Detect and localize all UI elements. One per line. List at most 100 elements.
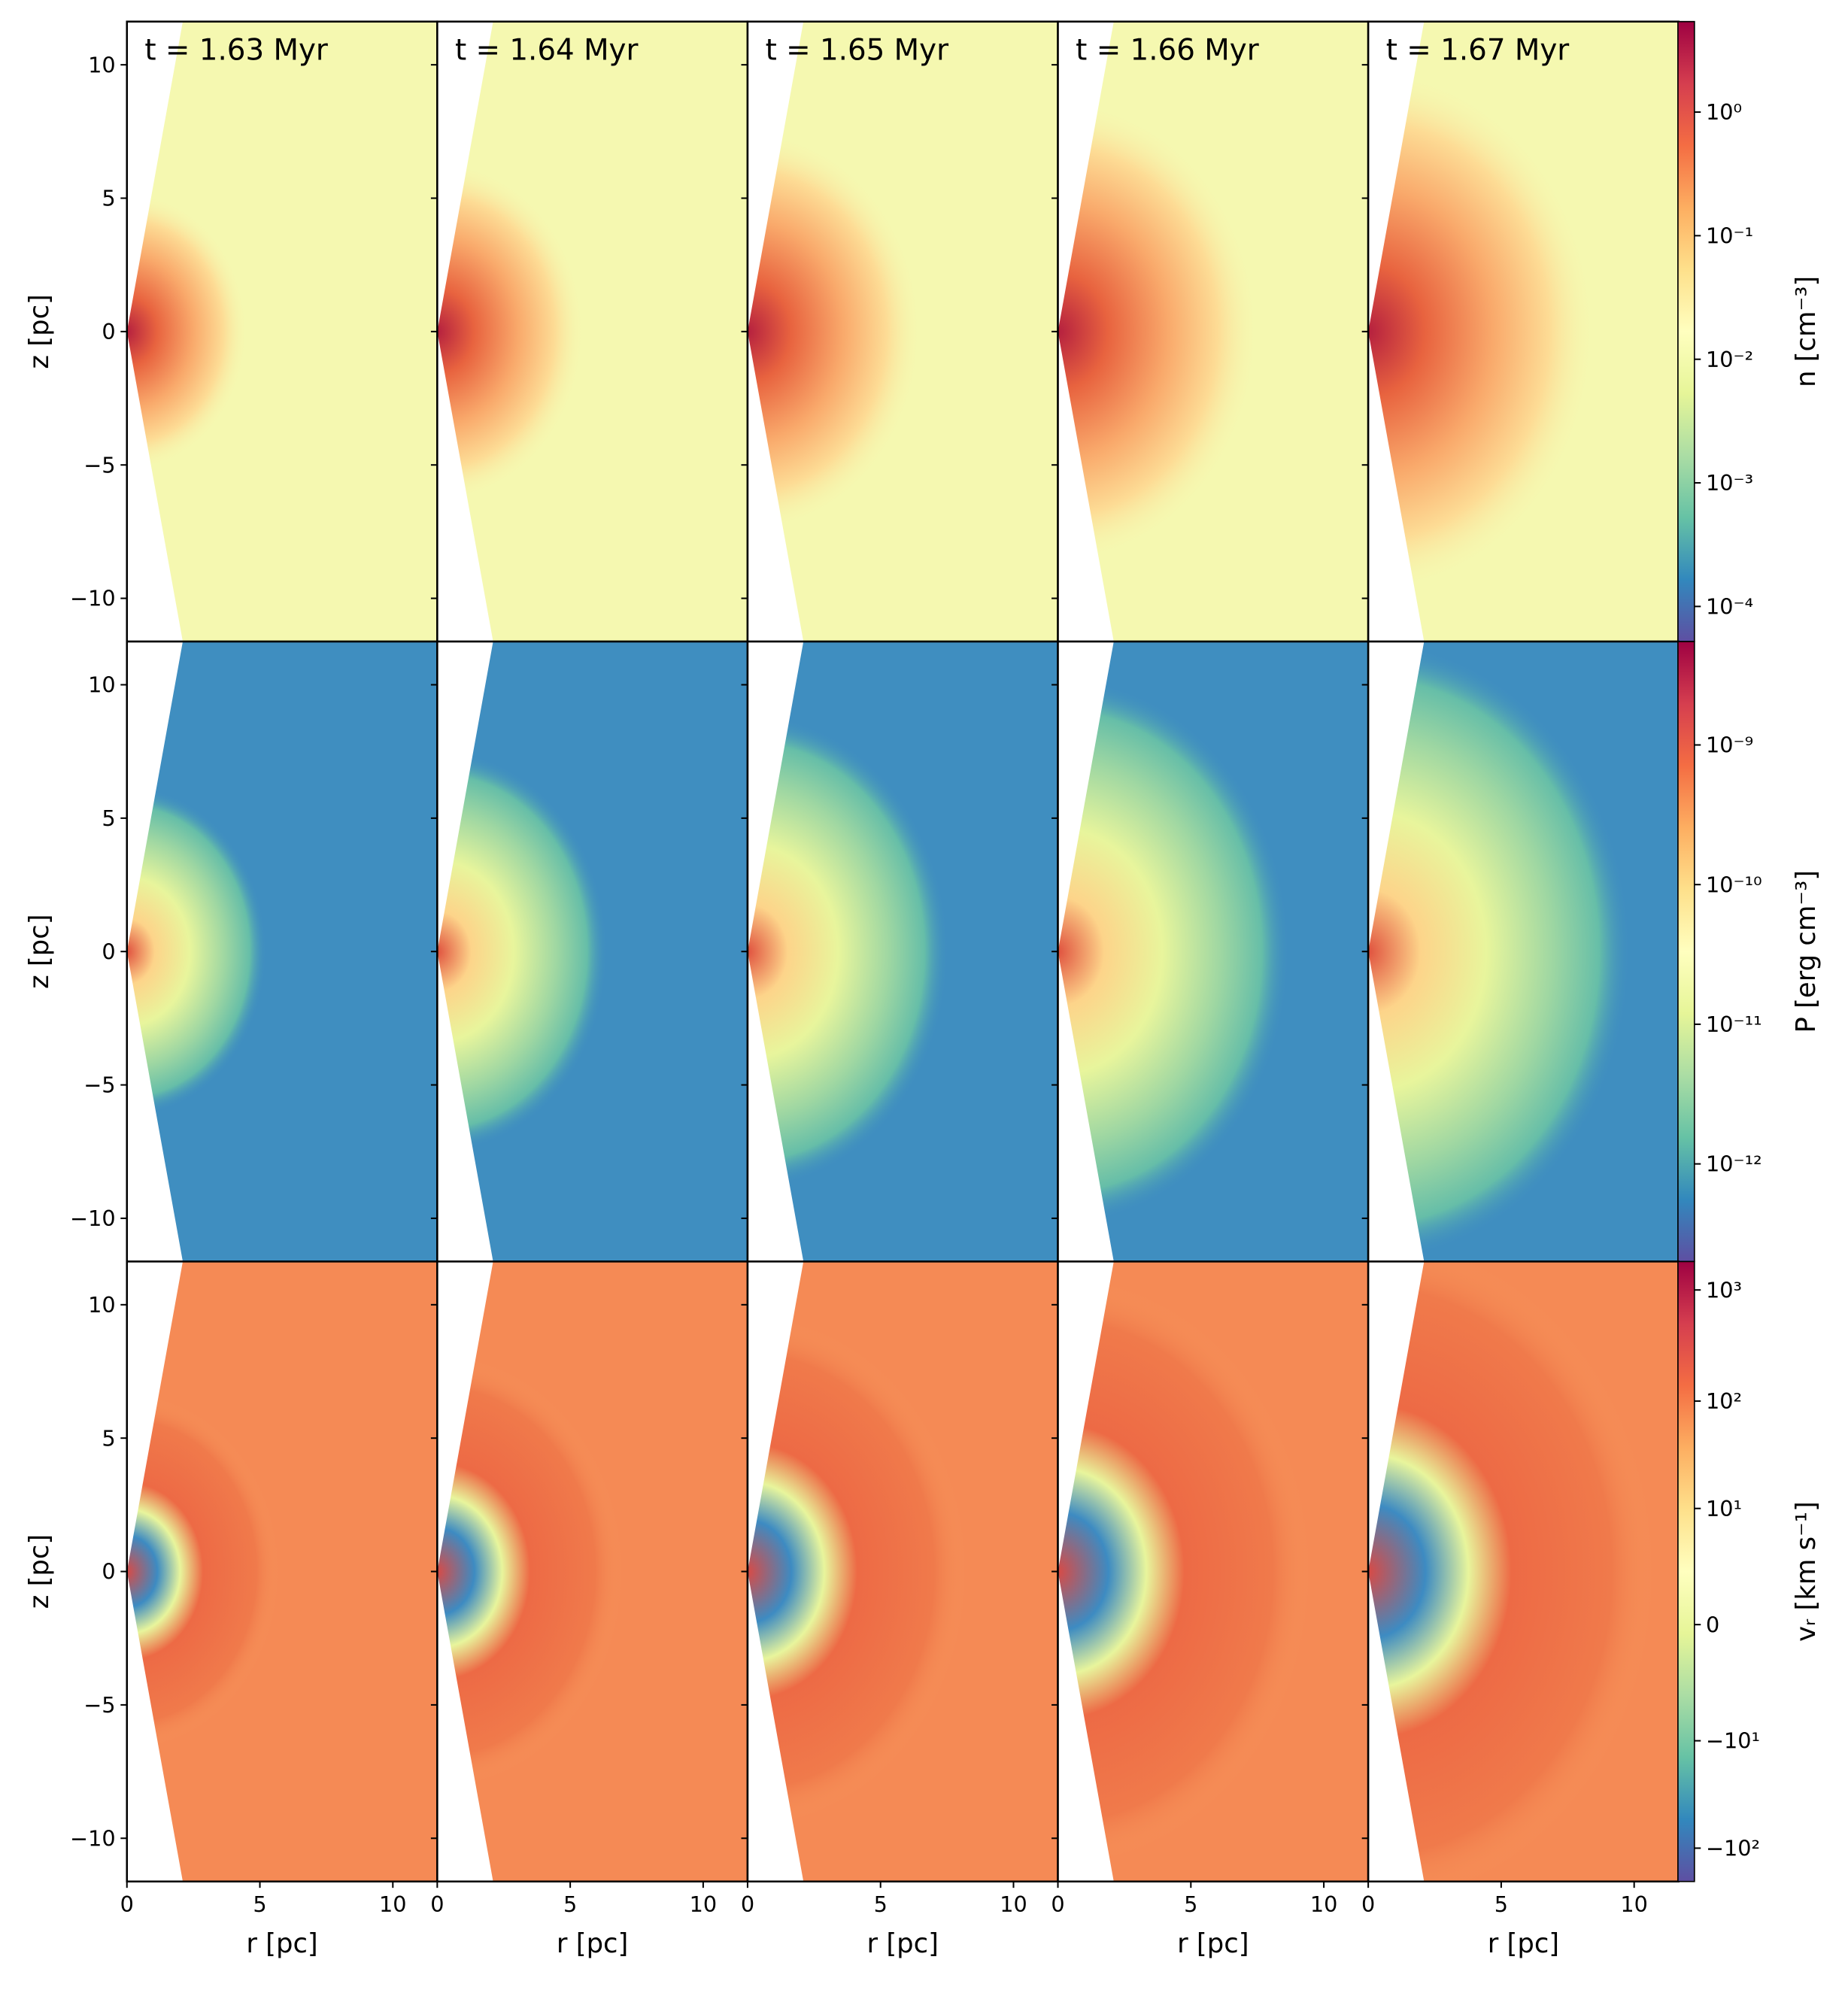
x-tick-label: 0 [430,1891,444,1917]
domain-mask [747,1261,804,1882]
domain-mask [1368,21,1425,642]
colorbar-tick-label: −10¹ [1706,1728,1760,1754]
domain-mask [437,1261,493,1882]
colorbar-tick-label: 10⁻⁴ [1706,593,1753,619]
colorbar-tick-label: 10² [1706,1388,1742,1414]
field-structure [747,1315,967,1828]
y-tick-label: 10 [88,672,115,698]
field-structure [437,1354,624,1788]
field-image [1058,1261,1369,1882]
field-image [437,1261,748,1882]
panel-title: t = 1.65 Myr [766,33,949,67]
colorbar-tick-label: 10⁰ [1706,99,1742,125]
y-tick-label: −5 [83,1072,115,1098]
panel-title: t = 1.67 Myr [1386,33,1570,67]
field-image [126,642,438,1262]
domain-mask [126,21,184,642]
y-tick-label: −10 [70,1825,116,1851]
panel: 0 5 10 r [pc] [1051,1260,1370,1959]
panel: t = 1.66 Myr [1051,20,1370,648]
y-axis-label: z [pc] [24,294,55,369]
domain-mask [1368,1261,1425,1882]
domain-mask [437,642,493,1262]
domain-mask [1368,642,1425,1262]
x-tick-label: 0 [741,1891,754,1917]
colorbar-tick-label: 10⁻² [1706,347,1753,372]
field-structure [1368,1261,1655,1882]
panel: −10 −5 0 5 10 [70,640,438,1268]
x-axis-label: r [pc] [246,1928,317,1959]
panel: 0 5 10 r [pc] [1361,1260,1680,1959]
domain-mask [1058,642,1114,1262]
colorbar [1677,20,1695,642]
y-axis-label: z [pc] [24,1534,55,1609]
y-tick-label: −5 [83,1692,115,1718]
panel [1361,640,1680,1268]
field-structure [437,161,584,502]
field-structure [126,1394,280,1749]
domain-mask [747,642,804,1262]
colorbar-label: vᵣ [km s⁻¹] [1791,1501,1822,1642]
panel [430,640,749,1268]
field-structure [1368,642,1631,1262]
field-structure [1058,1276,1311,1867]
field-image [437,642,748,1262]
x-tick-label: 0 [1361,1891,1375,1917]
y-tick-label: 10 [88,52,115,77]
panel: t = 1.64 Myr [430,20,749,648]
x-tick-label: 10 [1620,1891,1647,1917]
y-tick-label: 5 [102,1425,115,1451]
domain-mask [747,21,804,642]
x-tick-label: 0 [120,1891,134,1917]
panel [741,640,1059,1268]
x-tick-label: 10 [1000,1891,1027,1917]
y-tick-label: −5 [83,452,115,478]
colorbar-tick-label: 10⁻¹¹ [1706,1012,1762,1037]
colorbar-tick-label: 10⁻¹² [1706,1151,1762,1177]
domain-mask [1058,21,1114,642]
x-axis-label: r [pc] [1488,1928,1559,1959]
field-structure [1058,99,1258,563]
panel: −10 −5 0 5 10 t = 1.63 Myr [70,20,438,648]
x-tick-label: 0 [1051,1891,1064,1917]
field-image [747,642,1058,1262]
field-image [126,1261,438,1882]
field-image [1368,21,1679,642]
domain-mask [126,642,184,1262]
y-tick-label: 0 [102,319,115,344]
colorbar [1677,1260,1695,1882]
field-structure [747,130,921,533]
y-tick-label: −10 [70,1206,116,1231]
panel: t = 1.67 Myr [1361,20,1680,648]
field-structure [126,786,267,1117]
x-tick-label: 5 [1494,1891,1508,1917]
colorbar-tick-label: 10³ [1706,1277,1742,1303]
field-structure [126,192,248,472]
x-tick-label: 10 [379,1891,406,1917]
x-tick-label: 5 [874,1891,888,1917]
field-structure [1058,678,1290,1226]
colorbar-tick-label: 10⁻¹ [1706,223,1753,248]
field-image [747,1261,1058,1882]
colorbar-tick-label: 10¹ [1706,1496,1742,1521]
x-tick-label: 5 [563,1891,577,1917]
field-image [1368,642,1679,1262]
domain-mask [437,21,493,642]
panel: −10 −5 0 5 10 0 5 10 r [pc] [70,1260,438,1959]
domain-mask [126,1261,184,1882]
y-tick-label: 5 [102,186,115,211]
y-tick-label: 0 [102,939,115,964]
panel-title: t = 1.66 Myr [1076,33,1259,67]
field-structure [1368,68,1595,594]
colorbar-tick-label: 0 [1706,1612,1719,1637]
colorbar-label: P [erg cm⁻³] [1791,870,1822,1033]
colorbar-label: n [cm⁻³] [1791,276,1822,387]
panel: 0 5 10 r [pc] [430,1260,749,1959]
field-image [1058,642,1369,1262]
field-image [747,21,1058,642]
x-tick-label: 10 [690,1891,717,1917]
field-image [126,21,438,642]
colorbar [1677,641,1695,1263]
